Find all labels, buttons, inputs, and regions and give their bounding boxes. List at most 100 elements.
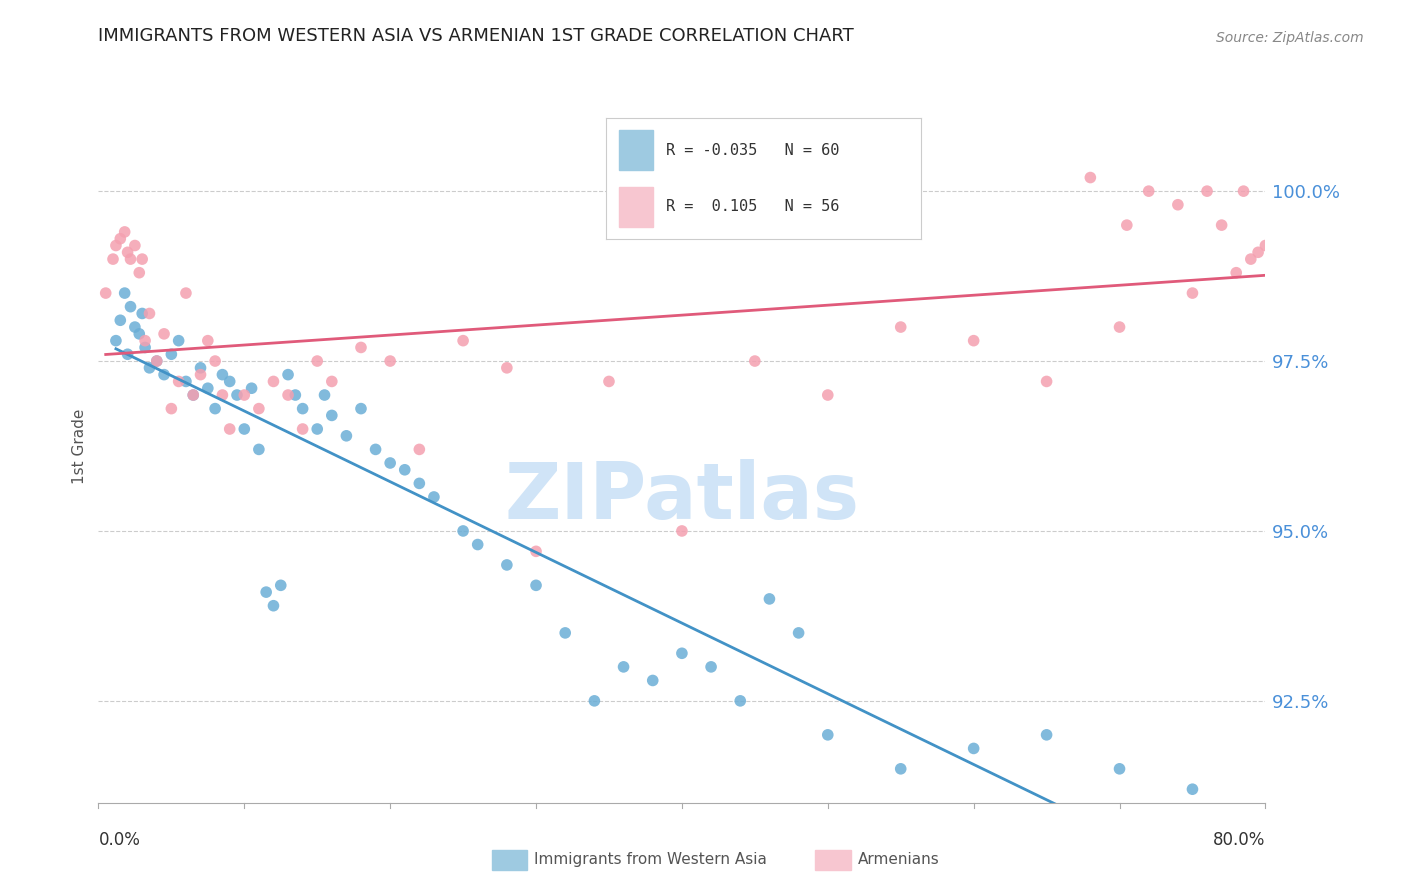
Point: [1211, 218, 1233, 232]
Point: [146, 354, 169, 368]
Point: [174, 375, 197, 389]
Point: [350, 341, 373, 355]
Point: [101, 252, 124, 266]
Point: [641, 673, 664, 688]
Point: [131, 306, 153, 320]
Point: [378, 354, 402, 368]
Point: [218, 375, 240, 389]
Point: [451, 334, 474, 348]
Point: [114, 286, 136, 301]
Point: [451, 524, 474, 538]
Point: [197, 381, 219, 395]
Point: [364, 442, 387, 457]
Point: [291, 401, 314, 416]
Point: [321, 409, 343, 423]
Point: [1247, 245, 1270, 260]
Point: [1137, 184, 1160, 198]
Point: [128, 326, 150, 341]
Point: [270, 578, 292, 592]
Point: [962, 741, 984, 756]
Text: Immigrants from Western Asia: Immigrants from Western Asia: [534, 853, 768, 867]
Point: [117, 347, 139, 361]
Point: [262, 375, 284, 389]
Point: [190, 368, 212, 382]
Point: [1167, 198, 1189, 212]
Point: [671, 646, 693, 660]
Point: [1225, 266, 1247, 280]
Point: [335, 429, 357, 443]
Text: Armenians: Armenians: [858, 853, 939, 867]
Point: [730, 694, 752, 708]
Point: [153, 326, 176, 341]
Point: [153, 368, 176, 382]
Point: [408, 442, 430, 457]
Point: [167, 334, 190, 348]
Point: [612, 660, 634, 674]
Point: [233, 388, 256, 402]
Point: [247, 401, 270, 416]
Point: [408, 476, 430, 491]
Point: [1108, 762, 1130, 776]
Point: [1080, 170, 1102, 185]
Point: [700, 660, 723, 674]
Point: [181, 388, 204, 402]
Point: [1181, 782, 1204, 797]
Point: [138, 360, 160, 375]
Point: [233, 422, 256, 436]
Point: [321, 375, 343, 389]
Point: [378, 456, 402, 470]
Point: [467, 537, 489, 551]
Point: [890, 320, 912, 334]
Y-axis label: 1st Grade: 1st Grade: [72, 409, 87, 483]
Point: [524, 544, 547, 558]
Point: [1254, 238, 1277, 252]
Point: [160, 347, 183, 361]
Point: [1035, 728, 1057, 742]
Point: [254, 585, 277, 599]
Text: 80.0%: 80.0%: [1213, 831, 1265, 849]
Point: [110, 313, 132, 327]
Point: [120, 252, 142, 266]
Point: [114, 225, 136, 239]
Point: [190, 360, 212, 375]
Point: [744, 354, 766, 368]
Point: [350, 401, 373, 416]
Point: [307, 354, 329, 368]
Point: [394, 463, 416, 477]
Point: [117, 245, 139, 260]
Point: [817, 388, 839, 402]
Point: [94, 286, 117, 301]
Point: [211, 368, 233, 382]
Point: [131, 252, 153, 266]
Point: [284, 388, 307, 402]
Text: ZIPatlas: ZIPatlas: [505, 459, 859, 535]
Point: [314, 388, 336, 402]
Point: [138, 306, 160, 320]
Point: [104, 238, 127, 252]
Text: 0.0%: 0.0%: [98, 831, 141, 849]
Point: [197, 334, 219, 348]
Point: [1195, 184, 1218, 198]
Point: [1181, 286, 1204, 301]
Point: [247, 442, 270, 457]
Point: [554, 626, 576, 640]
Point: [181, 388, 204, 402]
Point: [277, 388, 299, 402]
Point: [120, 300, 142, 314]
Text: IMMIGRANTS FROM WESTERN ASIA VS ARMENIAN 1ST GRADE CORRELATION CHART: IMMIGRANTS FROM WESTERN ASIA VS ARMENIAN…: [98, 27, 855, 45]
Point: [291, 422, 314, 436]
Point: [226, 388, 249, 402]
Point: [211, 388, 233, 402]
Point: [160, 401, 183, 416]
Point: [583, 694, 606, 708]
Point: [758, 591, 780, 606]
Point: [204, 401, 226, 416]
Point: [423, 490, 446, 504]
Point: [218, 422, 240, 436]
Point: [495, 360, 517, 375]
Text: Source: ZipAtlas.com: Source: ZipAtlas.com: [1216, 30, 1364, 45]
Point: [524, 578, 547, 592]
Point: [307, 422, 329, 436]
Point: [1232, 184, 1254, 198]
Point: [1115, 218, 1137, 232]
